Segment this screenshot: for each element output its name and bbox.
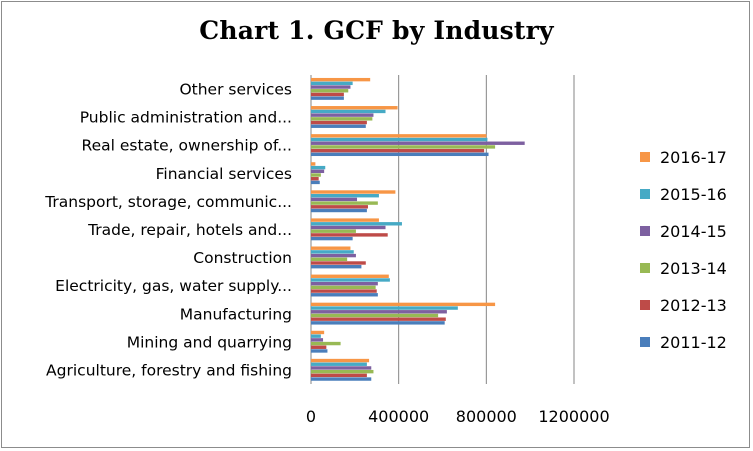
bar-2016-17 xyxy=(311,162,316,166)
category-label: Other services xyxy=(179,81,292,99)
bar-2014-15 xyxy=(311,310,447,314)
bar-2013-14 xyxy=(311,145,496,149)
bar-2014-15 xyxy=(311,281,378,286)
category-label: Manufacturing xyxy=(180,305,292,323)
bar-2015-16 xyxy=(311,81,353,86)
bar-2015-16 xyxy=(311,362,367,366)
bar-2011-12 xyxy=(311,180,320,185)
category-label: Electricity, gas, water supply... xyxy=(55,277,292,295)
bar-2012-13 xyxy=(311,317,446,321)
category-label: Public administration and... xyxy=(80,109,292,127)
bar-2011-12 xyxy=(311,96,344,100)
bar-2011-12 xyxy=(311,208,367,213)
bar-2013-14 xyxy=(311,173,321,177)
bar-2014-15 xyxy=(311,366,372,370)
legend-label: 2013-14 xyxy=(660,259,727,278)
category-label: Financial services xyxy=(156,165,292,183)
bar-2014-15 xyxy=(311,197,358,202)
bar-2016-17 xyxy=(311,77,371,82)
bar-2015-16 xyxy=(311,165,326,170)
bar-2014-15 xyxy=(311,338,324,342)
bar-2016-17 xyxy=(311,106,398,110)
bar-2012-13 xyxy=(311,345,327,349)
chart-title: Chart 1. GCF by Industry xyxy=(199,16,554,45)
bar-2014-15 xyxy=(311,113,374,117)
bar-2012-13 xyxy=(311,120,367,125)
bar-2014-15 xyxy=(311,225,386,230)
bar-2013-14 xyxy=(311,117,373,121)
x-tick-label: 0 xyxy=(306,407,316,426)
bar-2013-14 xyxy=(311,369,374,374)
bar-2014-15 xyxy=(311,253,356,258)
legend-label: 2015-16 xyxy=(660,185,727,204)
bar-2011-12 xyxy=(311,124,366,128)
legend-label: 2012-13 xyxy=(660,296,727,315)
legend-label: 2011-12 xyxy=(660,333,727,352)
bar-2015-16 xyxy=(311,194,379,198)
bar-2013-14 xyxy=(311,257,348,261)
bar-2011-12 xyxy=(311,264,362,269)
bar-2012-13 xyxy=(311,148,485,153)
bar-2011-12 xyxy=(311,377,372,381)
bar-2013-14 xyxy=(311,89,349,93)
category-label: Transport, storage, communic... xyxy=(44,193,292,211)
bar-2016-17 xyxy=(311,134,487,138)
bar-2012-13 xyxy=(311,233,388,237)
bar-2013-14 xyxy=(311,285,376,290)
bar-2011-12 xyxy=(311,293,378,297)
category-label: Real estate, ownership of... xyxy=(82,137,292,155)
bar-2011-12 xyxy=(311,349,328,353)
bar-2011-12 xyxy=(311,152,489,157)
bar-2015-16 xyxy=(311,137,488,142)
bar-2016-17 xyxy=(311,330,325,335)
category-label: Mining and quarrying xyxy=(127,333,292,351)
bar-2014-15 xyxy=(311,85,351,89)
bar-2016-17 xyxy=(311,218,379,222)
legend-swatch xyxy=(640,226,650,236)
bar-2012-13 xyxy=(311,373,367,378)
category-label: Trade, repair, hotels and... xyxy=(87,221,292,239)
bar-2015-16 xyxy=(311,278,390,282)
bar-2011-12 xyxy=(311,321,445,325)
x-tick-label: 800000 xyxy=(456,407,517,426)
bar-2012-13 xyxy=(311,92,344,97)
x-tick-label: 1200000 xyxy=(538,407,609,426)
bar-2014-15 xyxy=(311,141,525,145)
category-label: Construction xyxy=(193,249,292,267)
legend-swatch xyxy=(640,263,650,273)
legend-swatch xyxy=(640,189,650,199)
legend-swatch xyxy=(640,152,650,162)
bar-2013-14 xyxy=(311,313,439,318)
bar-2013-14 xyxy=(311,229,356,233)
bar-2015-16 xyxy=(311,334,321,338)
bar-2015-16 xyxy=(311,250,354,254)
bar-2016-17 xyxy=(311,358,370,363)
bar-2015-16 xyxy=(311,222,402,226)
bar-2015-16 xyxy=(311,109,386,114)
legend-label: 2016-17 xyxy=(660,148,727,167)
bar-2012-13 xyxy=(311,289,377,293)
legend-swatch xyxy=(640,337,650,347)
category-label: Agriculture, forestry and fishing xyxy=(46,361,292,379)
legend-label: 2014-15 xyxy=(660,222,727,241)
bar-2014-15 xyxy=(311,169,325,174)
bar-2016-17 xyxy=(311,302,496,307)
bar-2015-16 xyxy=(311,306,458,310)
bar-2012-13 xyxy=(311,261,366,265)
bar-2016-17 xyxy=(311,246,351,250)
bar-2012-13 xyxy=(311,177,319,181)
bar-2012-13 xyxy=(311,205,368,209)
legend-swatch xyxy=(640,300,650,310)
bar-2011-12 xyxy=(311,236,353,241)
x-tick-label: 400000 xyxy=(368,407,429,426)
bar-2016-17 xyxy=(311,274,389,278)
bar-2013-14 xyxy=(311,341,341,346)
bar-2013-14 xyxy=(311,201,378,205)
bar-2016-17 xyxy=(311,190,396,194)
